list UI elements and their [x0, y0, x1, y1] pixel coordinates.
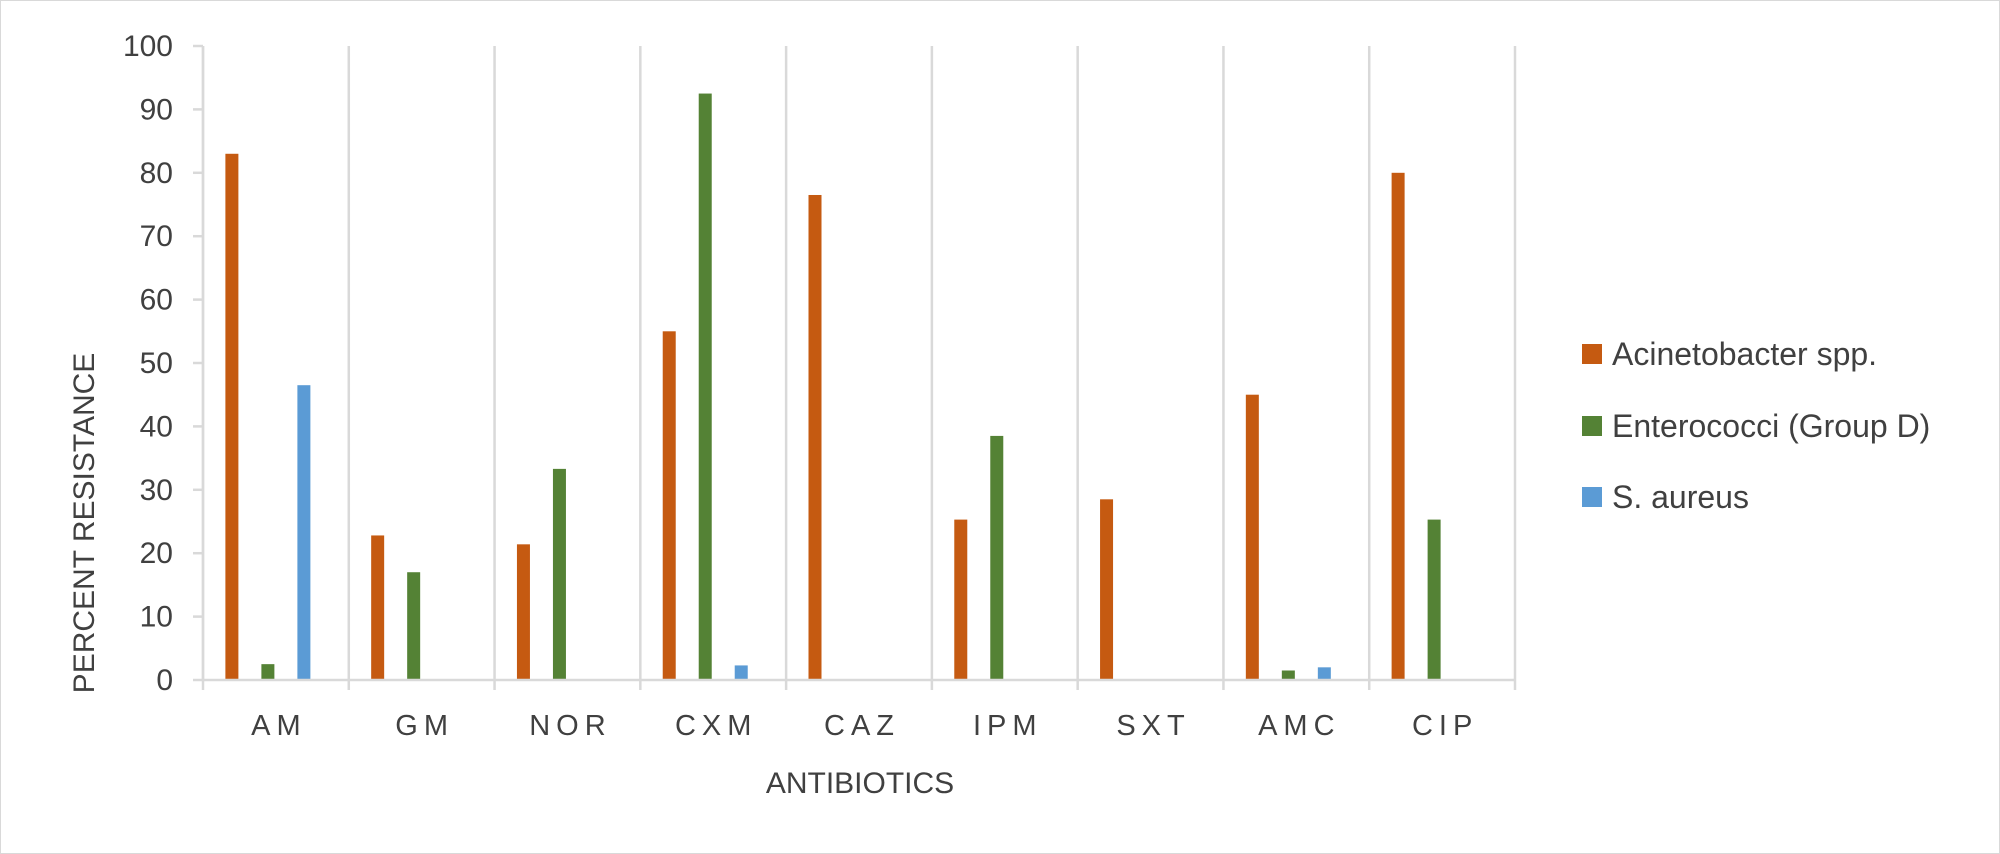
- y-tick-label: 100: [123, 30, 173, 63]
- bar-nor-series-2: [552, 468, 566, 680]
- y-tick-label: 10: [140, 601, 173, 634]
- legend-swatch-3: [1582, 487, 1602, 507]
- legend: Acinetobacter spp. Enterococci (Group D) S…: [1582, 336, 1930, 515]
- bar-ipm-series-2: [990, 435, 1004, 680]
- bar-cxm-series-1: [662, 331, 676, 680]
- bar-amc-series-1: [1245, 394, 1259, 680]
- legend-swatch-2: [1582, 416, 1602, 436]
- bar-caz-series-1: [808, 194, 822, 681]
- bar-gm-series-2: [407, 572, 421, 680]
- y-tick-label: 0: [156, 664, 173, 697]
- y-tick-label: 50: [140, 347, 173, 380]
- y-tick-label: 90: [140, 93, 173, 126]
- y-axis-title: PERCENT RESISTANCE: [68, 353, 101, 694]
- axes: [193, 44, 1515, 682]
- x-tick-label-nor: NOR: [529, 710, 611, 742]
- bar-ipm-series-1: [954, 519, 968, 680]
- x-tick-label-caz: CAZ: [824, 710, 900, 742]
- bar-amc-series-3: [1317, 667, 1331, 680]
- x-tick-label-gm: GM: [395, 710, 454, 742]
- legend-label-1: Acinetobacter spp.: [1612, 336, 1877, 372]
- x-tick-label-cxm: CXM: [675, 710, 757, 742]
- y-tick-label: 20: [140, 537, 173, 570]
- x-tick-label-sxt: SXT: [1116, 710, 1190, 742]
- x-tick-label-amc: AMC: [1258, 710, 1340, 742]
- legend-swatch-1: [1582, 344, 1602, 364]
- x-axis-tick-labels: AM GM NOR CXM CAZ IPM SXT AMC CIP: [251, 710, 1478, 742]
- bar-sxt-series-1: [1100, 499, 1114, 680]
- legend-label-3: S. aureus: [1612, 479, 1749, 515]
- y-axis-tick-labels: 0 10 20 30 40 50 60 70 80 90 100: [123, 30, 173, 697]
- bar-amc-series-2: [1281, 670, 1295, 680]
- bar-am-series-3: [297, 385, 311, 680]
- category-grid-lines: [201, 46, 1517, 690]
- legend-label-2: Enterococci (Group D): [1612, 408, 1930, 444]
- y-tick-label: 40: [140, 410, 173, 443]
- bar-cip-series-2: [1427, 519, 1441, 680]
- bars: [225, 93, 1441, 681]
- y-tick-label: 30: [140, 474, 173, 507]
- bar-cip-series-1: [1391, 172, 1405, 681]
- bar-cxm-series-2: [698, 93, 712, 681]
- x-tick-label-am: AM: [251, 710, 307, 742]
- bar-am-series-1: [225, 153, 239, 680]
- bar-am-series-2: [261, 664, 275, 680]
- y-tick-label: 80: [140, 157, 173, 190]
- bar-gm-series-1: [371, 535, 385, 680]
- x-tick-label-cip: CIP: [1412, 710, 1478, 742]
- y-tick-label: 70: [140, 220, 173, 253]
- y-tick-label: 60: [140, 284, 173, 317]
- x-axis-title: ANTIBIOTICS: [766, 767, 954, 800]
- bar-nor-series-1: [516, 544, 530, 680]
- bar-cxm-series-3: [734, 665, 748, 680]
- x-tick-label-ipm: IPM: [973, 710, 1043, 742]
